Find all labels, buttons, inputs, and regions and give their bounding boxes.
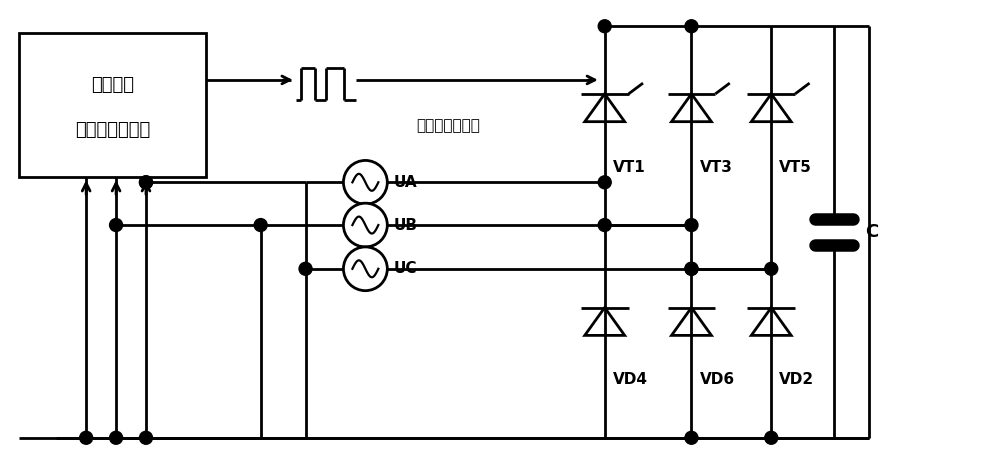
Bar	[19, 33, 206, 177]
Circle shape	[598, 176, 611, 189]
Circle shape	[110, 432, 123, 444]
Circle shape	[765, 432, 778, 444]
Circle shape	[685, 262, 698, 275]
Text: VT1: VT1	[613, 160, 645, 175]
Text: VD4: VD4	[613, 372, 648, 387]
Circle shape	[140, 432, 152, 444]
Circle shape	[80, 432, 93, 444]
Text: VT5: VT5	[779, 160, 812, 175]
Text: VD2: VD2	[779, 372, 814, 387]
Text: UC: UC	[393, 262, 417, 276]
Circle shape	[343, 161, 387, 204]
Text: C: C	[865, 223, 878, 241]
Circle shape	[598, 219, 611, 232]
Text: VD6: VD6	[699, 372, 735, 387]
Circle shape	[343, 203, 387, 247]
Circle shape	[343, 247, 387, 290]
Text: UB: UB	[393, 218, 417, 233]
Circle shape	[685, 20, 698, 33]
Text: 半控整流触发器: 半控整流触发器	[75, 121, 150, 139]
Circle shape	[254, 219, 267, 232]
Circle shape	[765, 262, 778, 275]
Circle shape	[685, 432, 698, 444]
Circle shape	[140, 176, 152, 189]
Text: VT3: VT3	[699, 160, 732, 175]
Circle shape	[110, 219, 123, 232]
Circle shape	[299, 262, 312, 275]
Text: 三相桥式: 三相桥式	[91, 77, 134, 94]
Text: 晶闸管触发脉冲: 晶闸管触发脉冲	[416, 118, 480, 133]
Text: UA: UA	[393, 175, 417, 190]
Circle shape	[140, 176, 152, 189]
Circle shape	[685, 262, 698, 275]
Circle shape	[685, 219, 698, 232]
Circle shape	[598, 20, 611, 33]
